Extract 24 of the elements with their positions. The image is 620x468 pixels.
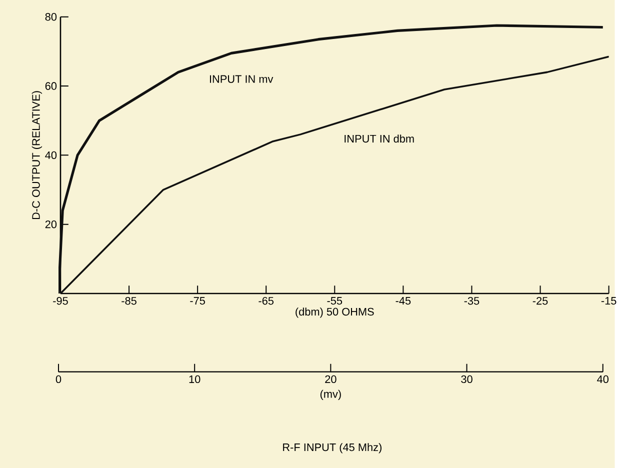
- x2-tick-label: 40: [597, 375, 608, 384]
- x2-tick-label: 0: [56, 375, 62, 384]
- y-tick-label: 40: [45, 151, 57, 160]
- x-tick-label: -85: [122, 297, 136, 305]
- text: R-F INPUT (45 Mhz): [283, 443, 382, 454]
- series-label: INPUT IN mv: [210, 75, 274, 83]
- x-axis-title: (dbm) 50 OHMS: [296, 308, 374, 318]
- y-tick-label: 60: [45, 82, 57, 90]
- y-tick-label: 20: [45, 220, 57, 228]
- x-tick-label: -25: [532, 297, 548, 305]
- x-tick-label: -55: [327, 297, 342, 305]
- x2-tick-label: 10: [189, 375, 200, 384]
- y-tick-label: 80: [45, 13, 57, 21]
- x-tick-label: -65: [258, 297, 274, 305]
- x2-axis-title: (mv): [320, 390, 341, 400]
- x-tick-label: -95: [53, 297, 68, 305]
- y-axis-title: D-C OUTPUT (RELATIVE): [32, 91, 42, 220]
- x-tick-label: -15: [601, 297, 616, 305]
- x-tick-label: -75: [190, 297, 205, 305]
- x2-tick-label: 30: [461, 375, 472, 384]
- x2-tick-label: 20: [325, 375, 336, 384]
- x-tick-label: -45: [396, 297, 411, 305]
- x-tick-label: -35: [464, 297, 480, 305]
- series-label: INPUT IN dbm: [344, 134, 414, 143]
